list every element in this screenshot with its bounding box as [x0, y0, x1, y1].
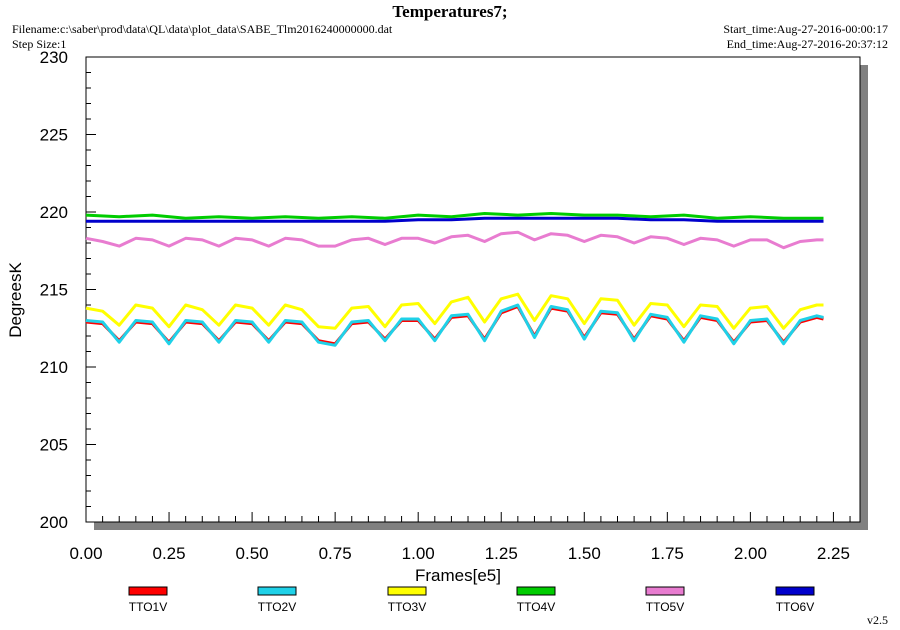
x-tick-label: 0.00: [69, 544, 102, 563]
series-line-tto5v: [85, 230, 824, 250]
end-time-text: End_time:Aug-27-2016-20:37:12: [726, 37, 888, 51]
y-axis-label: DegreesK: [6, 262, 25, 338]
series-line-tto4v: [85, 212, 824, 220]
x-axis-label: Frames[e5]: [415, 566, 501, 585]
legend-label: TTO3V: [388, 600, 426, 614]
legend-label: TTO1V: [129, 600, 167, 614]
legend-swatch: [257, 586, 297, 596]
time-info: Start_time:Aug-27-2016-00:00:17 End_time…: [723, 22, 888, 52]
y-tick-label: 225: [40, 126, 68, 145]
legend-swatch: [645, 586, 685, 596]
y-tick-label: 210: [40, 358, 68, 377]
x-tick-label: 2.25: [817, 544, 850, 563]
y-tick-label: 215: [40, 281, 68, 300]
x-tick-label: 1.00: [402, 544, 435, 563]
legend-swatch: [516, 586, 556, 596]
legend-swatch: [128, 586, 168, 596]
y-tick-label: 205: [40, 436, 68, 455]
chart-title: Temperatures7;: [392, 2, 508, 21]
legend-label: TTO4V: [517, 600, 555, 614]
legend-label: TTO2V: [258, 600, 296, 614]
start-time-text: Start_time:Aug-27-2016-00:00:17: [723, 22, 888, 36]
x-tick-label: 0.75: [319, 544, 352, 563]
x-tick-label: 0.50: [236, 544, 269, 563]
y-tick-label: 220: [40, 203, 68, 222]
legend-swatch: [775, 586, 815, 596]
version-label: v2.5: [867, 613, 888, 627]
legend-swatch: [387, 586, 427, 596]
y-tick-label: 200: [40, 513, 68, 532]
step-size-text: Step Size:1: [12, 37, 67, 51]
x-tick-label: 2.00: [734, 544, 767, 563]
series-line-tto2v: [85, 303, 824, 347]
series-line-tto3v: [85, 292, 824, 330]
series-line-tto6v: [86, 216, 824, 223]
file-info: Filename:c:\saber\prod\data\QL\data\plot…: [12, 22, 392, 52]
x-tick-label: 1.75: [651, 544, 684, 563]
legend-label: TTO6V: [776, 600, 814, 614]
legend-label: TTO5V: [646, 600, 684, 614]
plot-area: [85, 56, 861, 523]
x-tick-label: 0.25: [153, 544, 186, 563]
x-tick-label: 1.50: [568, 544, 601, 563]
x-tick-label: 1.25: [485, 544, 518, 563]
filename-text: Filename:c:\saber\prod\data\QL\data\plot…: [12, 22, 393, 36]
y-tick-label: 230: [40, 48, 68, 67]
